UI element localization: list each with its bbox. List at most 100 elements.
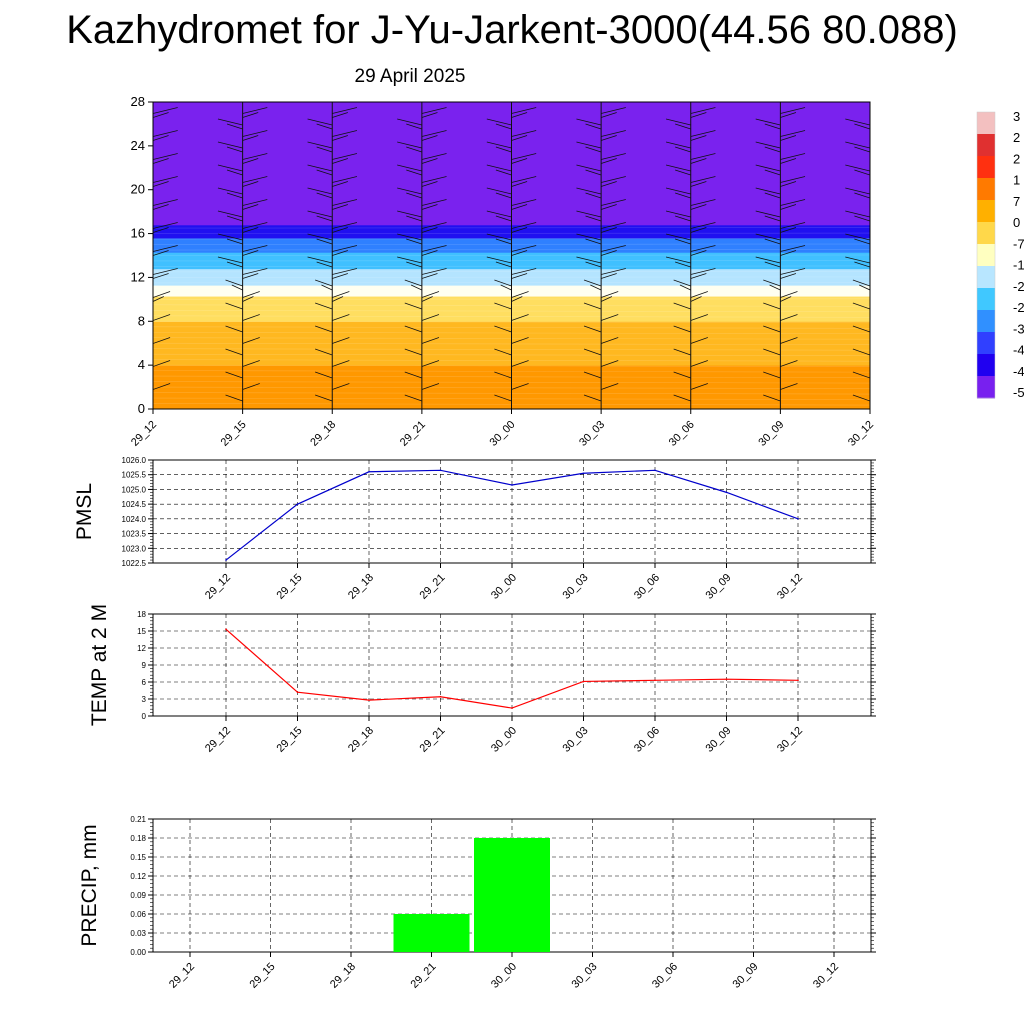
x-tick-label: 30_00 [488,419,518,449]
wind-barb [494,371,512,379]
wind-barb [690,158,707,164]
wind-barb [153,383,171,390]
wind-barb [242,296,254,302]
wind-barb [852,348,870,356]
wind-barb [869,301,870,302]
wind-barb [153,181,169,187]
wind-barb [511,135,528,141]
wind-barb [600,337,619,344]
x-tick-label: 30_12 [775,725,805,755]
colorbar-swatch [977,288,995,311]
wind-barb [852,371,870,379]
wind-barb [673,394,691,402]
colorbar-label: 1 [1013,173,1020,188]
wind-barb [315,325,333,333]
wind-barb [690,176,716,183]
precip-bar [393,914,470,952]
wind-barb [225,371,243,379]
data-point [439,695,442,698]
wind-barb [332,360,350,367]
wind-barb [421,245,447,252]
x-tick-label: 29_12 [167,961,197,991]
wind-barb [679,284,691,291]
wind-barb [845,141,870,149]
wind-barb [755,256,781,264]
wind-barb [332,130,358,137]
y-tick-label: 15 [137,627,146,636]
y-tick-label: 1025.5 [122,471,147,480]
wind-barb [763,279,781,287]
wind-barb [421,199,447,206]
wind-barb [153,308,154,309]
wind-barb [332,135,348,141]
wind-barb [665,233,691,241]
wind-barb [780,204,797,210]
heatmap-fill [153,102,870,409]
wind-barb [673,348,691,356]
wind-barb [406,238,422,245]
wind-barb [321,284,333,291]
y-tick-label: 24 [131,138,145,153]
wind-barb [332,112,348,118]
wind-barb [763,371,781,379]
wind-barb [583,371,602,379]
wind-barb [153,153,178,160]
y-tick-label: 12 [137,644,146,653]
wind-barb [764,261,781,268]
wind-barb [511,245,537,252]
wind-barb [511,360,529,367]
wind-barb [225,279,243,287]
wind-barb [495,123,512,130]
wind-barb [153,250,169,256]
wind-barb [421,107,447,114]
y-tick-label: 0.06 [130,910,146,919]
wind-barb [242,153,268,160]
wind-barb [755,118,781,126]
y-tick-label: 0.03 [130,929,146,938]
y-tick-label: 28 [131,94,145,109]
wind-barb [315,302,333,310]
wind-barb [316,146,333,153]
wind-barb [242,227,259,233]
wind-barb [307,141,333,149]
wind-barb [511,250,528,256]
wind-barb [755,187,781,195]
wind-barb [845,118,870,126]
wind-barb [673,325,691,333]
wind-barb [495,192,512,199]
temp-panel: 0 3 6 9 12 15 18 29_12 29_15 29_18 29_21 30_00 30_03… [88,604,876,755]
wind-barb [780,158,797,164]
wind-barb [755,141,781,149]
x-tick-label: 30_12 [811,961,841,991]
wind-barb [242,383,260,390]
wind-barb [153,170,154,171]
wind-barb [421,337,440,344]
wind-barb [404,348,423,356]
colorbar-swatch [977,222,995,245]
wind-barb [600,296,613,302]
wind-barb [242,158,259,164]
data-point [654,679,656,682]
wind-barb [511,314,529,321]
colorbar-label: -4 [1013,343,1024,358]
wind-barb [665,164,691,172]
y-tick-label: 12 [131,269,145,284]
wind-barb [764,215,781,222]
x-tick-label: 30_03 [561,572,591,602]
data-point [225,628,227,631]
wind-barb [869,366,870,367]
wind-barb [585,238,602,245]
wind-barb [406,146,422,153]
wind-barb [869,389,870,390]
wind-barb [854,215,870,222]
wind-barb [780,181,797,187]
x-tick-label: 29_15 [275,725,305,755]
wind-barb [153,112,169,118]
wind-barb [421,360,440,367]
wind-barb [675,123,691,130]
wind-barb [511,273,528,279]
wind-barb [854,238,870,245]
wind-barb [153,227,169,233]
wind-barb [673,302,691,310]
